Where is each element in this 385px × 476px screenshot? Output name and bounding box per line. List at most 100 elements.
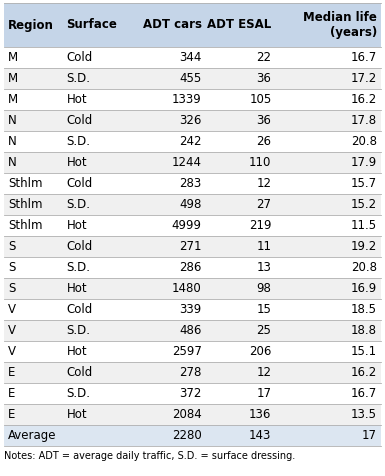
Text: 1480: 1480 <box>172 282 202 295</box>
Text: 13: 13 <box>256 261 271 274</box>
Text: 16.7: 16.7 <box>351 387 377 400</box>
Text: 339: 339 <box>179 303 202 316</box>
Bar <box>4 383 62 404</box>
Bar <box>121 257 206 278</box>
Bar <box>206 341 275 362</box>
Bar <box>275 341 381 362</box>
Text: 27: 27 <box>256 198 271 211</box>
Bar <box>121 47 206 68</box>
Bar <box>275 215 381 236</box>
Bar <box>62 362 121 383</box>
Text: Surface: Surface <box>67 19 117 31</box>
Text: 1244: 1244 <box>172 156 202 169</box>
Text: 143: 143 <box>249 429 271 442</box>
Text: S.D.: S.D. <box>67 135 90 148</box>
Text: Hot: Hot <box>67 282 87 295</box>
Bar <box>275 362 381 383</box>
Bar <box>121 68 206 89</box>
Bar <box>206 404 275 425</box>
Text: 20.8: 20.8 <box>351 135 377 148</box>
Bar <box>275 3 381 47</box>
Text: M: M <box>8 72 18 85</box>
Text: S: S <box>8 261 15 274</box>
Text: Hot: Hot <box>67 219 87 232</box>
Bar <box>4 89 62 110</box>
Text: V: V <box>8 324 16 337</box>
Text: S: S <box>8 240 15 253</box>
Bar <box>62 404 121 425</box>
Bar <box>121 89 206 110</box>
Bar <box>121 278 206 299</box>
Bar <box>4 110 62 131</box>
Bar <box>206 173 275 194</box>
Bar <box>4 236 62 257</box>
Text: 19.2: 19.2 <box>351 240 377 253</box>
Bar <box>121 3 206 47</box>
Bar <box>62 425 121 446</box>
Bar <box>62 215 121 236</box>
Text: 11: 11 <box>256 240 271 253</box>
Text: Sthlm: Sthlm <box>8 177 42 190</box>
Text: Cold: Cold <box>67 366 93 379</box>
Text: 206: 206 <box>249 345 271 358</box>
Text: 2084: 2084 <box>172 408 202 421</box>
Text: S.D.: S.D. <box>67 198 90 211</box>
Bar <box>62 383 121 404</box>
Text: ADT cars: ADT cars <box>143 19 202 31</box>
Text: 18.8: 18.8 <box>351 324 377 337</box>
Text: Sthlm: Sthlm <box>8 219 42 232</box>
Bar <box>275 47 381 68</box>
Text: S.D.: S.D. <box>67 324 90 337</box>
Text: 4999: 4999 <box>172 219 202 232</box>
Bar <box>62 131 121 152</box>
Bar <box>121 404 206 425</box>
Bar <box>206 47 275 68</box>
Bar <box>275 173 381 194</box>
Bar <box>206 152 275 173</box>
Bar <box>4 320 62 341</box>
Text: Hot: Hot <box>67 408 87 421</box>
Text: 17.9: 17.9 <box>351 156 377 169</box>
Text: 36: 36 <box>256 114 271 127</box>
Bar <box>121 383 206 404</box>
Text: 15.7: 15.7 <box>351 177 377 190</box>
Text: Cold: Cold <box>67 303 93 316</box>
Text: N: N <box>8 114 17 127</box>
Bar <box>62 299 121 320</box>
Bar <box>206 3 275 47</box>
Bar <box>4 341 62 362</box>
Bar <box>206 299 275 320</box>
Text: 219: 219 <box>249 219 271 232</box>
Bar <box>206 110 275 131</box>
Text: Hot: Hot <box>67 345 87 358</box>
Bar <box>62 320 121 341</box>
Text: 498: 498 <box>179 198 202 211</box>
Bar <box>4 68 62 89</box>
Bar <box>275 257 381 278</box>
Bar <box>206 194 275 215</box>
Text: S: S <box>8 282 15 295</box>
Text: 13.5: 13.5 <box>351 408 377 421</box>
Text: 16.2: 16.2 <box>351 366 377 379</box>
Text: ADT ESAL: ADT ESAL <box>207 19 271 31</box>
Bar <box>4 215 62 236</box>
Text: 17.2: 17.2 <box>351 72 377 85</box>
Text: 15.2: 15.2 <box>351 198 377 211</box>
Text: 15: 15 <box>256 303 271 316</box>
Bar <box>275 236 381 257</box>
Text: 2280: 2280 <box>172 429 202 442</box>
Bar <box>62 47 121 68</box>
Bar <box>206 236 275 257</box>
Text: 11.5: 11.5 <box>351 219 377 232</box>
Bar <box>4 194 62 215</box>
Bar <box>275 320 381 341</box>
Bar <box>275 404 381 425</box>
Text: 344: 344 <box>179 51 202 64</box>
Bar <box>4 404 62 425</box>
Bar <box>62 278 121 299</box>
Bar <box>206 320 275 341</box>
Text: 20.8: 20.8 <box>351 261 377 274</box>
Bar <box>4 299 62 320</box>
Bar <box>4 47 62 68</box>
Bar <box>62 194 121 215</box>
